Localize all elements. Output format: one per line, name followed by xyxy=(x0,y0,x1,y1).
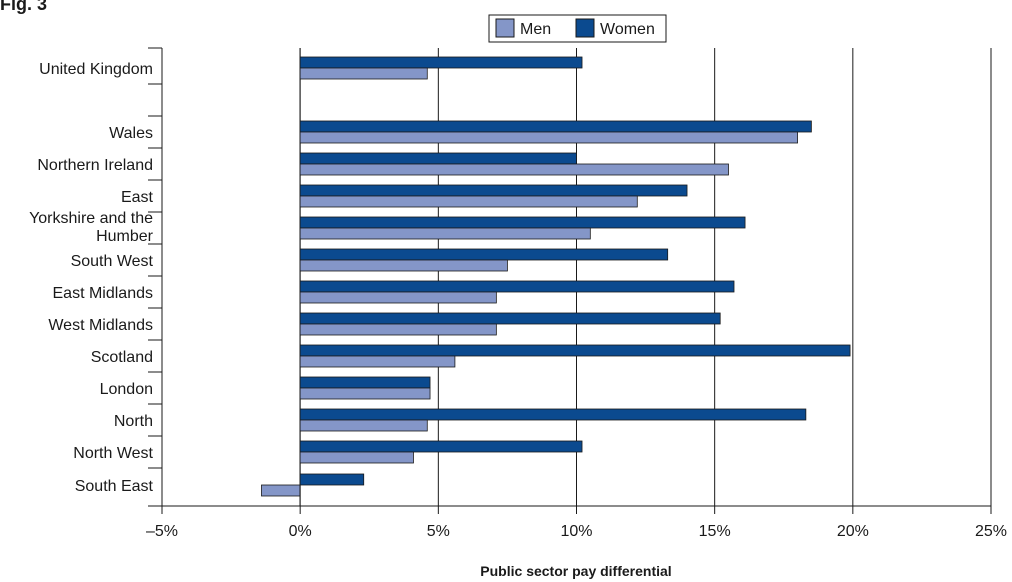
bar-men-wales xyxy=(299,131,798,144)
legend-swatch-women xyxy=(575,18,595,38)
category-label-wales: Wales xyxy=(109,125,153,142)
bar-men-east xyxy=(299,195,638,208)
category-label-scotland: Scotland xyxy=(91,349,153,366)
bar-women-south-east xyxy=(299,473,365,486)
category-label-northern-ireland: Northern Ireland xyxy=(37,157,153,174)
x-tick-label-2: 5% xyxy=(427,523,450,540)
bar-men-united-kingdom xyxy=(299,67,428,80)
bar-men-yorkshire-and-the-humber xyxy=(299,227,591,240)
bar-men-south-east xyxy=(261,484,301,497)
bar-women-north-west xyxy=(299,440,583,453)
bar-men-scotland xyxy=(299,355,456,368)
grid-lines xyxy=(299,48,992,506)
bar-women-london xyxy=(299,376,431,389)
bar-women-united-kingdom xyxy=(299,56,583,69)
category-label-north: North xyxy=(114,413,153,430)
x-tick-label-5: 20% xyxy=(837,523,869,540)
legend-label-women: Women xyxy=(600,21,655,38)
x-tick-label-6: 25% xyxy=(975,523,1007,540)
bar-women-northern-ireland xyxy=(299,152,577,165)
bar-women-scotland xyxy=(299,344,851,357)
bar-women-west-midlands xyxy=(299,312,721,325)
category-label-london: London xyxy=(100,381,153,398)
bar-men-east-midlands xyxy=(299,291,497,304)
category-label-east-midlands: East Midlands xyxy=(53,285,154,302)
category-label-west-midlands: West Midlands xyxy=(48,317,153,334)
x-tick-label-0: –5% xyxy=(146,523,178,540)
category-labels: United Kingdom Wales Northern Ireland East Y… xyxy=(29,61,154,495)
x-axis-title: Public sector pay differential xyxy=(480,563,671,579)
bars xyxy=(261,56,851,497)
bar-men-west-midlands xyxy=(299,323,497,336)
x-tick-label-3: 10% xyxy=(560,523,592,540)
legend-label-men: Men xyxy=(520,21,551,38)
bar-women-east-midlands xyxy=(299,280,735,293)
bar-men-north xyxy=(299,419,428,432)
category-label-north-west: North West xyxy=(73,445,153,462)
category-label-south-west: South West xyxy=(71,253,154,270)
bar-women-north xyxy=(299,408,807,421)
bar-women-east xyxy=(299,184,688,197)
x-tick-labels: –5% 0% 5% 10% 15% 20% 25% xyxy=(146,523,1007,540)
axes xyxy=(148,47,992,514)
category-label-united-kingdom: United Kingdom xyxy=(39,61,153,78)
x-tick-label-4: 15% xyxy=(699,523,731,540)
legend: Men Women xyxy=(488,14,667,43)
bar-men-london xyxy=(299,387,431,400)
bar-men-northern-ireland xyxy=(299,163,729,176)
bar-men-south-west xyxy=(299,259,508,272)
bar-women-yorkshire-and-the-humber xyxy=(299,216,746,229)
category-label-east: East xyxy=(121,189,154,206)
bar-women-south-west xyxy=(299,248,669,261)
header-fragment: Fig. 3 xyxy=(0,0,47,14)
category-label-south-east: South East xyxy=(75,478,154,495)
legend-swatch-men xyxy=(495,18,515,38)
category-label-yorkshire-and-the-humber: Yorkshire and the Humber xyxy=(29,210,154,245)
x-tick-label-1: 0% xyxy=(289,523,312,540)
bar-men-north-west xyxy=(299,451,414,464)
bar-women-wales xyxy=(299,120,812,133)
